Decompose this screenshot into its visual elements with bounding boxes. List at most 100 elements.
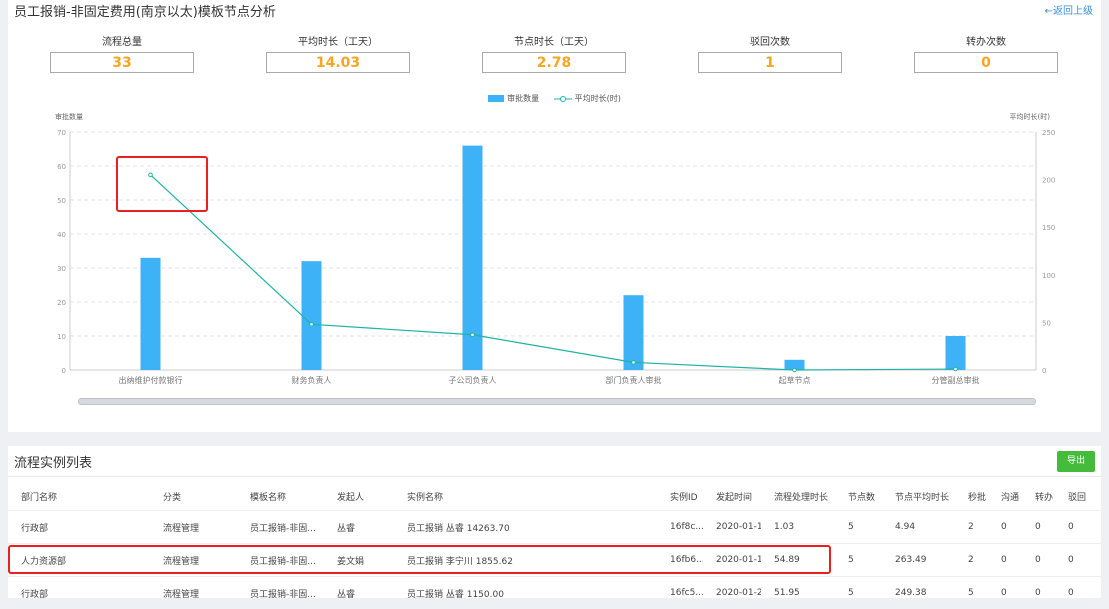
list-title: 流程实例列表 bbox=[14, 452, 92, 471]
cell-reject: 0 bbox=[1055, 577, 1101, 609]
legend-line-label: 平均时长(时) bbox=[575, 93, 621, 104]
cell-node-count: 5 bbox=[835, 544, 882, 577]
cell-transfer: 0 bbox=[1022, 511, 1055, 544]
line-point-2 bbox=[310, 323, 314, 327]
back-link[interactable]: ←返回上级 bbox=[1045, 2, 1093, 17]
column-header-transfer[interactable]: 转办 bbox=[1022, 482, 1055, 511]
column-header-node-avg-duration[interactable]: 节点平均时长 bbox=[882, 482, 955, 511]
line-point-5 bbox=[793, 368, 797, 372]
node-analysis-panel: 员工报销-非固定费用(南京以太)模板节点分析 ←返回上级 流程总量 33 平均时… bbox=[8, 0, 1101, 432]
y-axis-label-right: 平均时长(时) bbox=[1010, 112, 1051, 121]
cell-process-duration: 1.03 bbox=[761, 511, 835, 544]
legend-item-line[interactable]: 平均时长(时) bbox=[554, 93, 621, 104]
cell-category: 流程管理 bbox=[150, 511, 237, 544]
cell-category: 流程管理 bbox=[150, 577, 237, 609]
cell-node-count: 5 bbox=[835, 577, 882, 609]
column-header-instance-name[interactable]: 实例名称 bbox=[394, 482, 657, 511]
x-tick-label: 起草节点 bbox=[779, 375, 811, 385]
column-header-instance-id[interactable]: 实例ID bbox=[657, 482, 703, 511]
column-header-start-time[interactable]: 发起时间 bbox=[703, 482, 761, 511]
line-point-6 bbox=[954, 367, 958, 371]
cell-node-count: 5 bbox=[835, 511, 882, 544]
y-axis-label-left: 审批数量 bbox=[55, 112, 83, 121]
cell-instant-approve: 5 bbox=[955, 577, 988, 609]
cell-communicate: 0 bbox=[988, 511, 1022, 544]
cell-node-avg-duration: 4.94 bbox=[882, 511, 955, 544]
y-tick-left: 40 bbox=[57, 231, 66, 239]
legend-item-bar[interactable]: 审批数量 bbox=[488, 93, 539, 104]
cell-instance-name: 员工报销 丛睿 1150.00 bbox=[394, 577, 657, 609]
y-tick-left: 10 bbox=[57, 333, 66, 341]
legend-bar-swatch bbox=[488, 95, 504, 102]
cell-instant-approve: 2 bbox=[955, 544, 988, 577]
cell-reject: 0 bbox=[1055, 511, 1101, 544]
y-tick-left: 50 bbox=[57, 197, 66, 205]
stat-value: 2.78 bbox=[482, 52, 626, 73]
bar-1 bbox=[141, 258, 161, 370]
x-tick-label: 出纳维护付款银行 bbox=[119, 375, 183, 385]
cell-reject: 0 bbox=[1055, 544, 1101, 577]
stat-value: 33 bbox=[50, 52, 194, 73]
y-tick-right: 50 bbox=[1042, 319, 1051, 327]
cell-template: 员工报销-非固... bbox=[237, 511, 324, 544]
column-header-reject[interactable]: 驳回 bbox=[1055, 482, 1101, 511]
bar-4 bbox=[624, 295, 644, 370]
cell-start-time: 2020-01-21 bbox=[703, 577, 761, 609]
stat-value: 0 bbox=[914, 52, 1058, 73]
cell-initiator: 丛睿 bbox=[324, 511, 394, 544]
cell-initiator: 丛睿 bbox=[324, 577, 394, 609]
cell-template: 员工报销-非固... bbox=[237, 577, 324, 609]
page-title: 员工报销-非固定费用(南京以太)模板节点分析 bbox=[14, 1, 276, 20]
stat-value: 14.03 bbox=[266, 52, 410, 73]
column-header-dept[interactable]: 部门名称 bbox=[8, 482, 150, 511]
chart-zoom-slider[interactable] bbox=[78, 398, 1036, 405]
cell-instance-name: 员工报销 丛睿 14263.70 bbox=[394, 511, 657, 544]
cell-instance-id: 16f8c... bbox=[657, 511, 703, 544]
cell-instant-approve: 2 bbox=[955, 511, 988, 544]
y-tick-left: 70 bbox=[57, 129, 66, 137]
column-header-template[interactable]: 模板名称 bbox=[237, 482, 324, 511]
cell-node-avg-duration: 263.49 bbox=[882, 544, 955, 577]
y-tick-right: 0 bbox=[1042, 367, 1046, 375]
y-tick-left: 0 bbox=[62, 367, 66, 375]
x-tick-label: 部门负责人审批 bbox=[606, 375, 662, 385]
stat-label: 流程总量 bbox=[50, 36, 194, 50]
y-tick-left: 30 bbox=[57, 265, 66, 273]
line-point-3 bbox=[471, 333, 475, 337]
cell-transfer: 0 bbox=[1022, 577, 1055, 609]
cell-dept: 行政部 bbox=[8, 577, 150, 609]
cell-node-avg-duration: 249.38 bbox=[882, 577, 955, 609]
column-header-process-duration[interactable]: 流程处理时长 bbox=[761, 482, 835, 511]
stat-transfer-count: 转办次数 0 bbox=[914, 36, 1058, 73]
annotation-highlight-row bbox=[8, 545, 831, 574]
stat-reject-count: 驳回次数 1 bbox=[698, 36, 842, 73]
y-tick-right: 250 bbox=[1042, 129, 1055, 137]
node-chart: 010203040506070050100150200250审批数量平均时长(时… bbox=[8, 108, 1101, 393]
cell-communicate: 0 bbox=[988, 544, 1022, 577]
stat-label: 节点时长（工天） bbox=[482, 36, 626, 50]
column-header-node-count[interactable]: 节点数 bbox=[835, 482, 882, 511]
cell-instance-id: 16fc5... bbox=[657, 577, 703, 609]
bar-2 bbox=[302, 261, 322, 370]
export-button[interactable]: 导出 bbox=[1057, 451, 1095, 472]
column-header-instant-approve[interactable]: 秒批 bbox=[955, 482, 988, 511]
y-tick-right: 100 bbox=[1042, 272, 1055, 280]
stat-label: 转办次数 bbox=[914, 36, 1058, 50]
annotation-highlight-chart bbox=[116, 156, 208, 212]
cell-start-time: 2020-01-10 bbox=[703, 511, 761, 544]
column-header-communicate[interactable]: 沟通 bbox=[988, 482, 1022, 511]
x-tick-label: 财务负责人 bbox=[292, 375, 332, 385]
column-header-initiator[interactable]: 发起人 bbox=[324, 482, 394, 511]
legend-line-swatch bbox=[554, 95, 572, 103]
chart-legend: 审批数量 平均时长(时) bbox=[8, 93, 1101, 104]
cell-communicate: 0 bbox=[988, 577, 1022, 609]
column-header-category[interactable]: 分类 bbox=[150, 482, 237, 511]
y-tick-right: 150 bbox=[1042, 224, 1055, 232]
stat-average-duration: 平均时长（工天） 14.03 bbox=[266, 36, 410, 73]
y-tick-right: 200 bbox=[1042, 177, 1055, 185]
cell-transfer: 0 bbox=[1022, 544, 1055, 577]
